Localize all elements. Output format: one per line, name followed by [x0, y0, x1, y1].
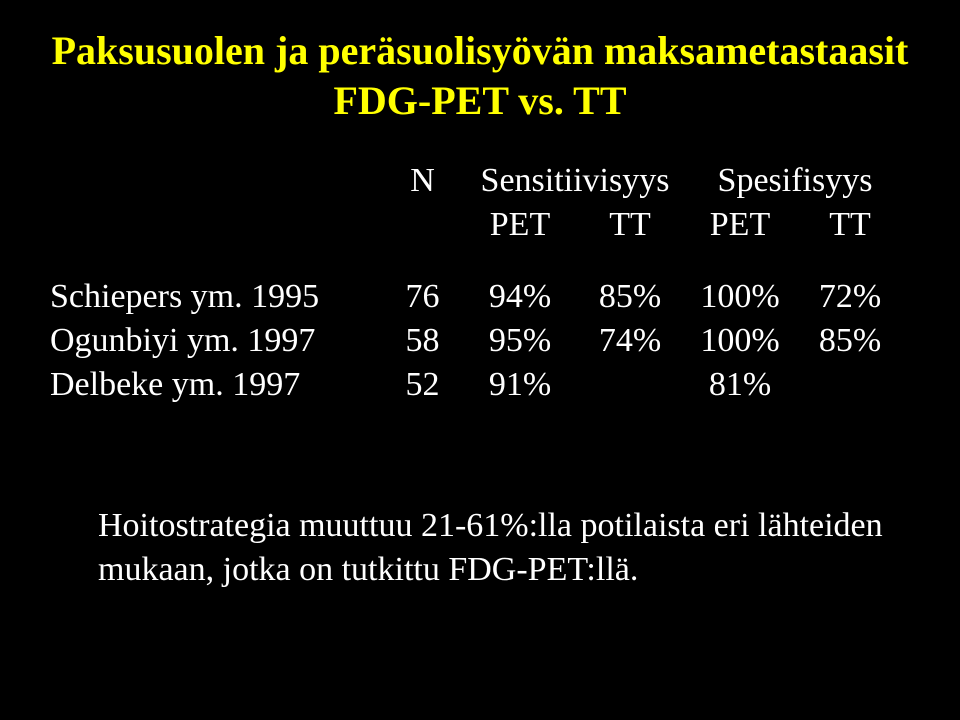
cell-spec-pet: 100%	[685, 278, 795, 316]
table-subheader-row: PET TT PET TT	[50, 206, 910, 244]
cell-spec-tt: 85%	[795, 322, 905, 360]
cell-study: Schiepers ym. 1995	[50, 278, 380, 316]
subheader-sens-pet: PET	[465, 206, 575, 244]
cell-spec-pet: 100%	[685, 322, 795, 360]
subheader-spec-pet: PET	[685, 206, 795, 244]
subheader-blank-n	[380, 206, 465, 244]
footer-note: Hoitostrategia muuttuu 21-61%:lla potila…	[50, 504, 910, 592]
cell-study: Ogunbiyi ym. 1997	[50, 322, 380, 360]
title-line-2: FDG-PET vs. TT	[333, 78, 626, 123]
cell-spec-pet: 81%	[685, 366, 795, 404]
subheader-blank-study	[50, 206, 380, 244]
cell-sens-tt: 85%	[575, 278, 685, 316]
cell-spec-tt	[795, 366, 905, 404]
table-row: Schiepers ym. 1995 76 94% 85% 100% 72%	[50, 278, 910, 316]
slide: Paksusuolen ja peräsuolisyövän maksameta…	[0, 0, 960, 720]
subheader-spec-tt: TT	[795, 206, 905, 244]
cell-sens-tt	[575, 366, 685, 404]
slide-title: Paksusuolen ja peräsuolisyövän maksameta…	[50, 26, 910, 126]
cell-sens-tt: 74%	[575, 322, 685, 360]
cell-n: 76	[380, 278, 465, 316]
table-row: Delbeke ym. 1997 52 91% 81%	[50, 366, 910, 404]
cell-study: Delbeke ym. 1997	[50, 366, 380, 404]
header-specificity: Spesifisyys	[685, 162, 905, 200]
header-study-blank	[50, 162, 380, 200]
table-row: Ogunbiyi ym. 1997 58 95% 74% 100% 85%	[50, 322, 910, 360]
header-sensitivity: Sensitiivisyys	[465, 162, 685, 200]
cell-spec-tt: 72%	[795, 278, 905, 316]
cell-n: 52	[380, 366, 465, 404]
subheader-sens-tt: TT	[575, 206, 685, 244]
title-line-1: Paksusuolen ja peräsuolisyövän maksameta…	[52, 28, 909, 73]
cell-n: 58	[380, 322, 465, 360]
table-header-row: N Sensitiivisyys Spesifisyys	[50, 162, 910, 200]
cell-sens-pet: 95%	[465, 322, 575, 360]
cell-sens-pet: 91%	[465, 366, 575, 404]
cell-sens-pet: 94%	[465, 278, 575, 316]
header-n: N	[380, 162, 465, 200]
table-body: Schiepers ym. 1995 76 94% 85% 100% 72% O…	[50, 278, 910, 404]
